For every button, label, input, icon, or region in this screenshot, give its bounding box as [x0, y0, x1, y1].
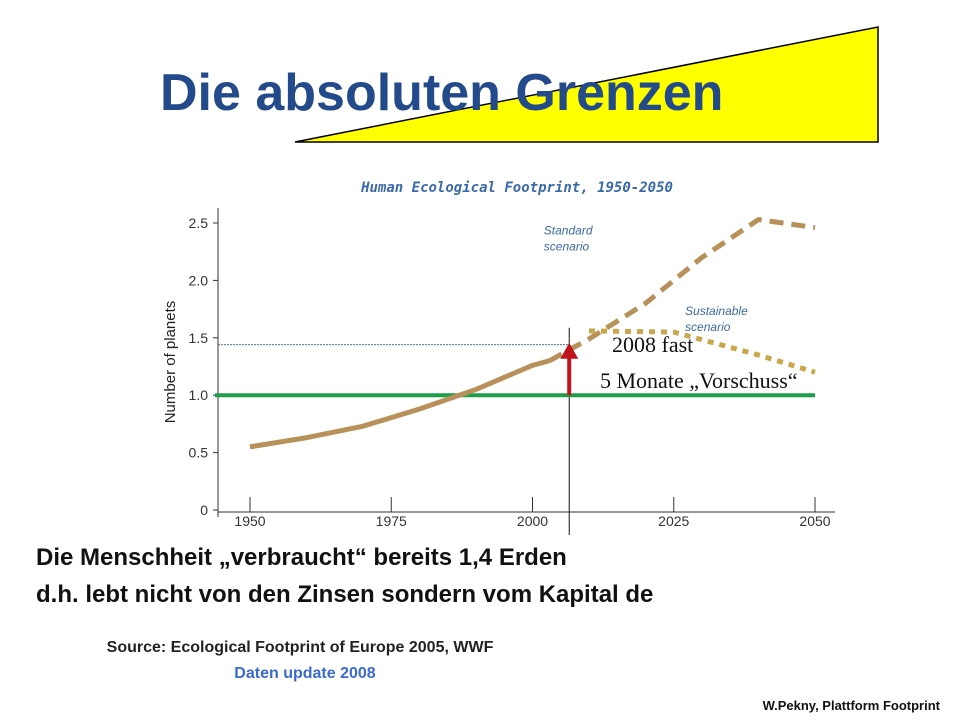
update-note: Daten update 2008 [234, 665, 375, 682]
statement-line: Die Menschheit „verbraucht“ bereits 1,4 … [36, 544, 567, 571]
x-tick-label: 2025 [658, 513, 689, 529]
y-tick-label: 2.5 [189, 215, 209, 231]
decor-triangle [294, 26, 879, 143]
source: Source: Ecological Footprint of Europe 2… [107, 639, 494, 656]
y-tick-label: 1.5 [189, 330, 209, 346]
callout: 2008 fast [612, 332, 693, 357]
chart-title: Human Ecological Footprint, 1950-2050 [360, 180, 673, 196]
x-tick-label: 2050 [799, 513, 830, 529]
credit: W.Pekny, Plattform Footprint [763, 698, 941, 713]
slide-title: Die absoluten Grenzen [160, 64, 723, 122]
annotation: scenario [544, 239, 590, 253]
statement-line: d.h. lebt nicht von den Zinsen sondern v… [36, 581, 653, 608]
series-line [249, 358, 551, 450]
annotation: Standard [544, 223, 593, 237]
callout: 5 Monate „Vorschuss“ [600, 368, 798, 393]
x-tick-label: 2000 [517, 513, 548, 529]
y-tick-label: 0 [200, 502, 208, 518]
x-tick-label: 1950 [234, 513, 265, 529]
y-tick-label: 1.0 [189, 387, 209, 403]
y-tick-label: 2.0 [189, 272, 209, 288]
annotation: scenario [685, 320, 731, 334]
chart: 0 0.5 1.0 1.5 2.0 2.5 1950 1975 2000 2025 2050 Stan… [189, 208, 835, 535]
y-tick-label: 0.5 [189, 445, 209, 461]
x-tick-label: 1975 [376, 513, 407, 529]
y-axis-label: Number of planets [162, 301, 179, 424]
arrow-head [560, 342, 579, 359]
annotation: Sustainable [685, 304, 748, 318]
